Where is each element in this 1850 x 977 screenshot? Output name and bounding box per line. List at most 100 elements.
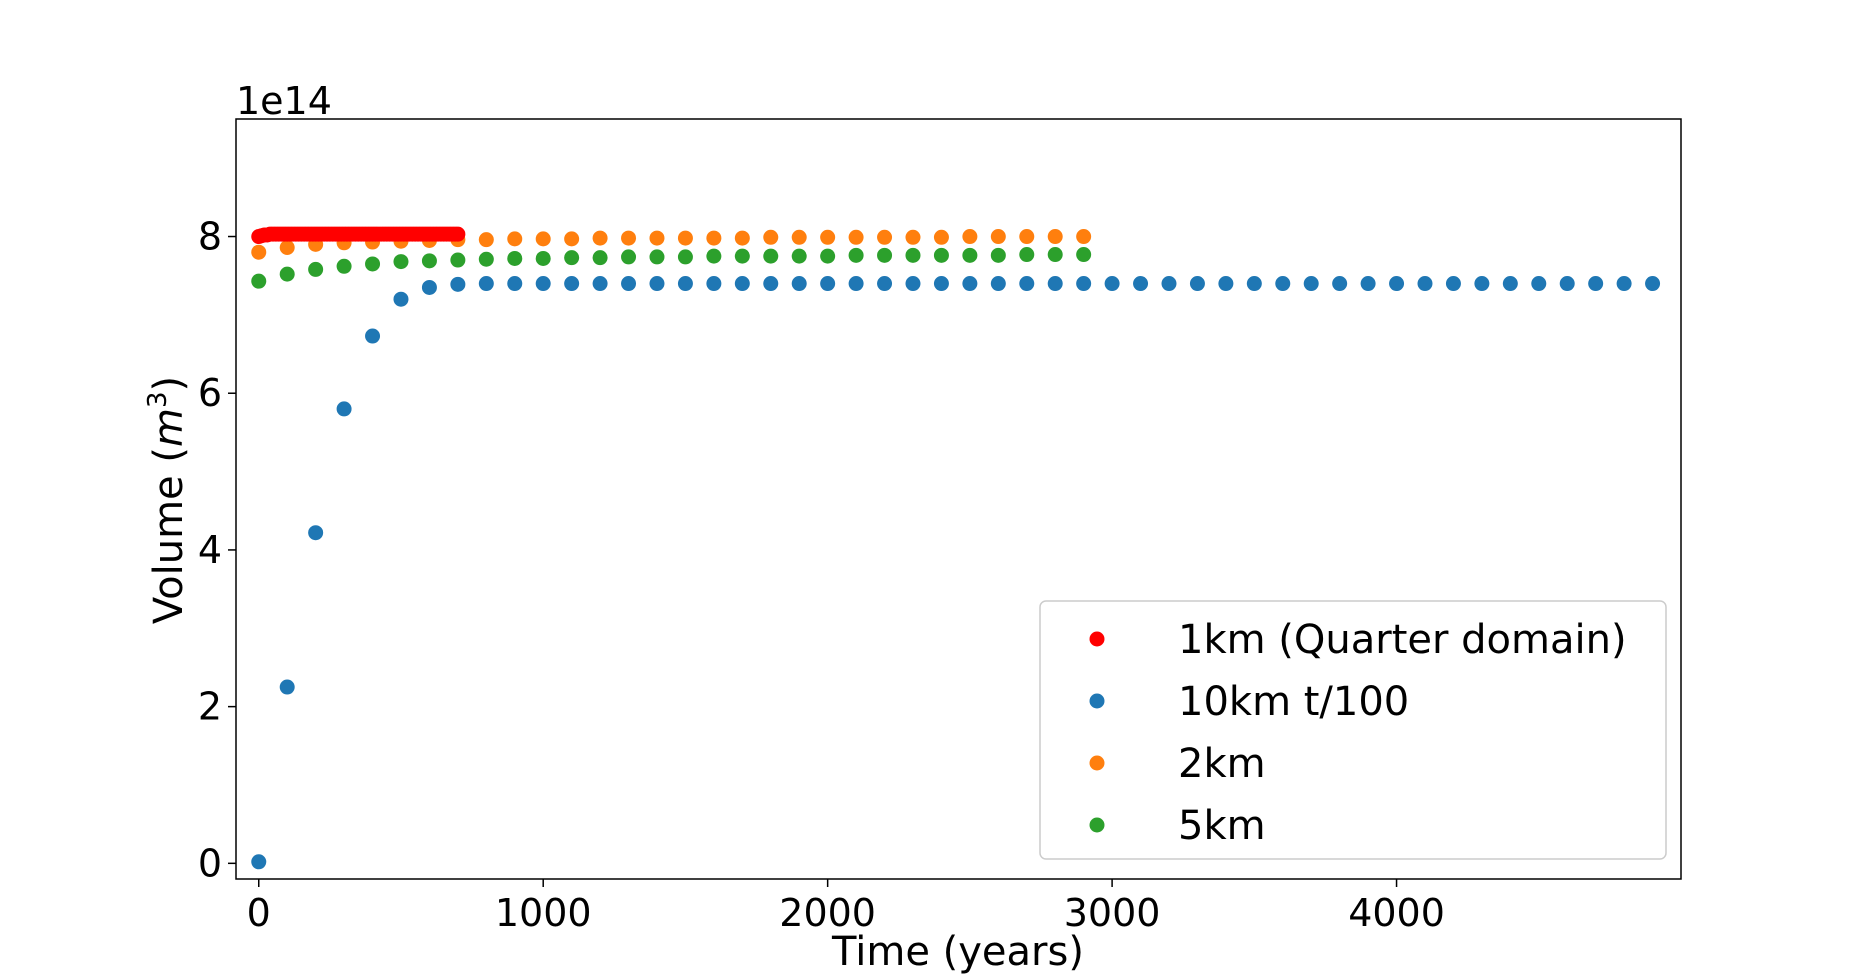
data-point [478,276,494,292]
legend-marker [1089,693,1105,709]
data-point [251,244,267,260]
data-point [848,229,864,245]
data-point [990,276,1006,292]
data-point [621,249,637,265]
data-point [706,248,722,264]
data-point [507,250,523,266]
legend-label: 1km (Quarter domain) [1178,617,1627,663]
data-point [450,276,466,292]
data-point [1104,276,1120,292]
data-point [621,230,637,246]
data-point [1047,276,1063,292]
legend-box [1039,600,1667,860]
data-point [677,230,693,246]
data-point [905,247,921,263]
y-axis-label-main: Volume ( [146,447,192,624]
data-point [1303,276,1319,292]
data-point [1417,276,1433,292]
data-point [308,525,324,541]
y-tick-label: 2 [198,685,222,729]
data-point [1019,276,1035,292]
data-point [336,258,352,274]
data-point [1332,276,1348,292]
data-point [1076,229,1092,245]
data-point [1502,276,1518,292]
legend: 1km (Quarter domain) 10km t/100 2km 5km [1039,600,1667,860]
data-point [820,248,836,264]
data-point [393,254,409,270]
legend-label: 2km [1178,741,1266,787]
data-point [1218,276,1234,292]
data-point [592,230,608,246]
data-point [905,276,921,292]
plot-frame [235,118,1682,880]
x-tick-label: 0 [247,891,271,935]
data-point [393,291,409,307]
data-point [478,251,494,267]
data-point [279,266,295,282]
x-tick-label: 4000 [1348,891,1445,935]
data-point [1076,247,1092,263]
data-point [478,232,494,248]
data-point [791,229,807,245]
y-tick-label: 6 [198,371,222,415]
data-point [1189,276,1205,292]
data-point [649,276,665,292]
data-point [308,261,324,277]
data-point [877,276,893,292]
data-point [962,229,978,245]
y-axis-label-close: ) [146,376,192,392]
data-point [933,276,949,292]
data-point [621,276,637,292]
legend-marker [1089,755,1105,771]
y-tick-label: 8 [198,215,222,259]
data-point [535,276,551,292]
data-point [365,256,381,272]
data-point [1019,247,1035,263]
data-point [1047,247,1063,263]
x-tick-label: 2000 [779,891,876,935]
x-axis-label: Time (years) [831,929,1084,975]
data-point [564,250,580,266]
data-point [1246,276,1262,292]
data-point [421,253,437,269]
data-point [649,230,665,246]
data-point [933,229,949,245]
data-point [251,273,267,289]
data-point [734,230,750,246]
data-point [820,276,836,292]
data-point [706,230,722,246]
data-point [763,248,779,264]
x-axis-ticks: 0 1000 2000 3000 4000 [247,879,1445,935]
data-point [564,276,580,292]
data-point [848,276,864,292]
data-point [1360,276,1376,292]
y-axis-label-var: m [146,408,192,447]
data-point [592,250,608,266]
y-axis-ticks: 0 2 4 6 8 [198,215,236,885]
legend-label: 5km [1178,803,1266,849]
data-point [791,276,807,292]
y-tick-label: 4 [198,528,222,572]
data-point [820,229,836,245]
data-point [962,276,978,292]
data-point [1616,276,1632,292]
data-point [535,231,551,247]
data-point [649,249,665,265]
data-point [1588,276,1604,292]
y-axis-label-exp: 3 [143,392,173,409]
data-point [848,247,864,263]
data-point [1559,276,1575,292]
data-point [933,247,949,263]
data-point [421,279,437,295]
legend-marker [1089,631,1105,647]
x-tick-label: 1000 [495,891,592,935]
x-tick-label: 3000 [1064,891,1161,935]
data-point [677,276,693,292]
data-point [1445,276,1461,292]
data-point [564,231,580,247]
data-point [279,679,295,695]
data-point [1275,276,1291,292]
legend-marker [1089,817,1105,833]
data-point [251,854,267,870]
